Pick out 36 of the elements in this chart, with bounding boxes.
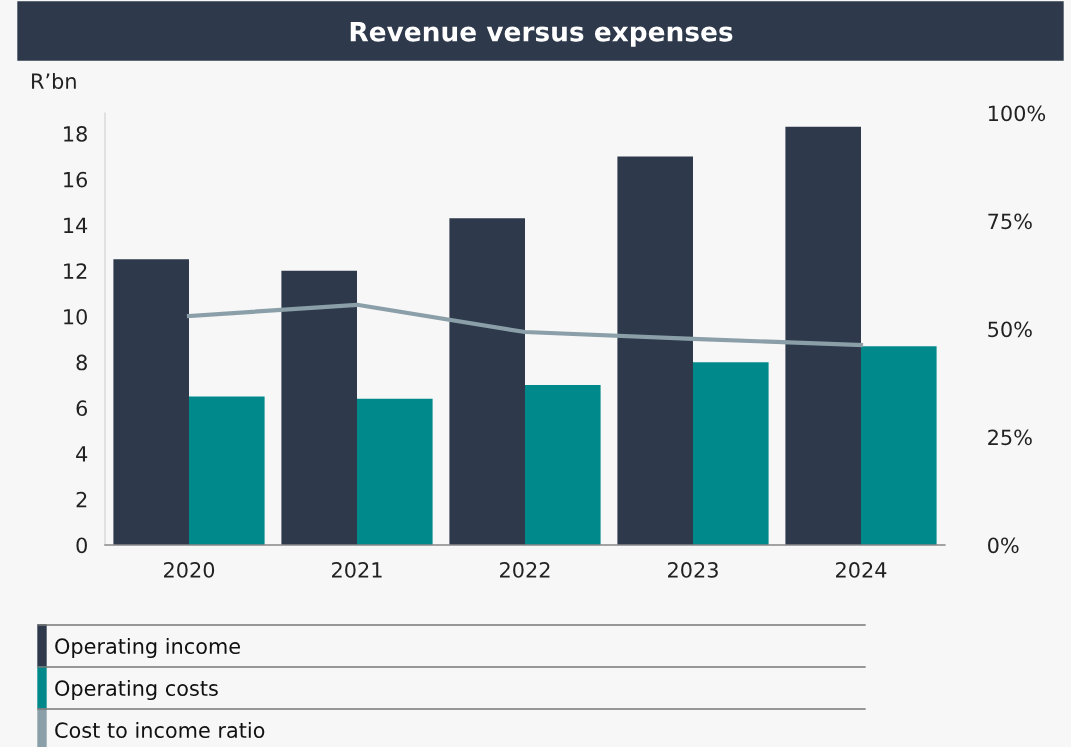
y2-tick-label: 50% (988, 321, 1032, 338)
y-tick-label: 4 (76, 446, 88, 462)
legend-label: Cost to income ratio (55, 721, 265, 739)
y-tick-label: 6 (76, 400, 88, 417)
y2-tick-label: 75% (988, 213, 1032, 230)
x-tick-label: 2023 (668, 562, 718, 578)
y-tick-label: 8 (76, 354, 87, 371)
bar (785, 126, 861, 545)
bar (525, 385, 601, 545)
y-tick-label: 0 (76, 537, 87, 554)
bar (189, 396, 265, 545)
legend-label: Operating income (55, 637, 240, 659)
bar (693, 362, 769, 545)
legend-label: Operating costs (55, 679, 218, 701)
bar (861, 346, 937, 545)
chart-title: Revenue versus expenses (350, 22, 733, 47)
y-tick-label: 12 (64, 263, 87, 279)
y-tick-label: 2 (76, 491, 87, 508)
y-tick-label: 18 (64, 126, 87, 142)
y2-tick-label: 100% (988, 105, 1046, 122)
y2-tick-label: 25% (988, 429, 1032, 446)
y-tick-label: 16 (64, 171, 88, 188)
bar (113, 259, 189, 545)
bar (449, 218, 525, 545)
x-tick-label: 2020 (164, 562, 215, 578)
y-tick-label: 10 (64, 308, 87, 325)
x-tick-label: 2024 (836, 562, 887, 578)
x-tick-label: 2022 (500, 562, 550, 578)
bar (617, 156, 693, 545)
bar (357, 398, 433, 545)
y-tick-label: 14 (64, 217, 88, 233)
bar (281, 270, 357, 545)
x-tick-label: 2021 (332, 562, 382, 578)
line-series (186, 302, 864, 348)
y2-tick-label: 0% (988, 537, 1019, 554)
y-axis-title: R’bn (32, 72, 76, 90)
